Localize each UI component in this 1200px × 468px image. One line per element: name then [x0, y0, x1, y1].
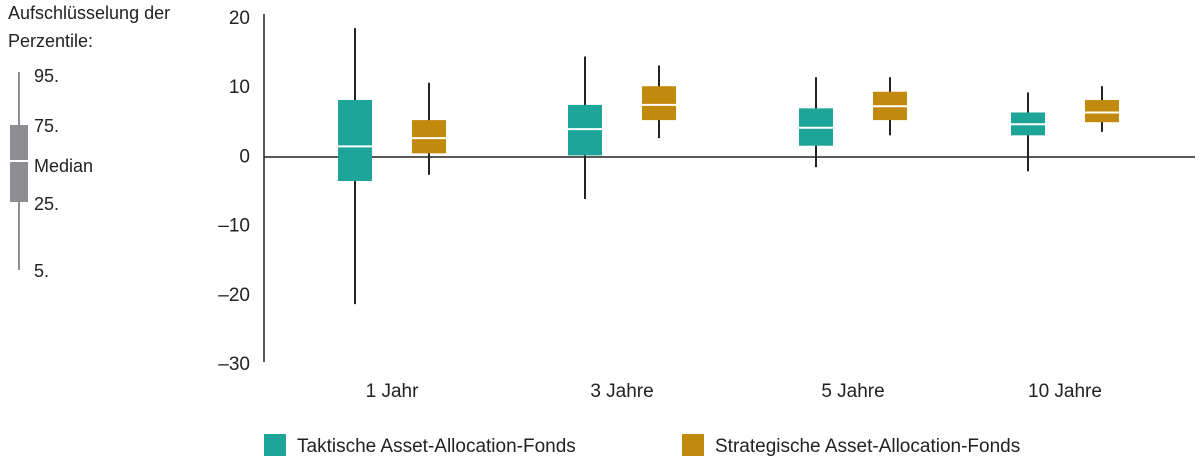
- percentile-key-label-25: 25.: [34, 194, 59, 214]
- y-tick-label: 20: [229, 8, 250, 29]
- percentile-key: Aufschlüsselung der Perzentile: 95. 75. …: [8, 3, 170, 281]
- x-tick-labels: 1 Jahr 3 Jahre 5 Jahre 10 Jahre: [366, 381, 1102, 402]
- legend-swatch-taktische: [264, 434, 286, 456]
- legend-label-taktische: Taktische Asset-Allocation-Fonds: [297, 436, 576, 457]
- percentile-key-title-line1: Aufschlüsselung der: [8, 3, 170, 23]
- x-tick-label: 3 Jahre: [590, 381, 653, 402]
- y-tick-label: –20: [218, 285, 250, 306]
- series-taktische: [338, 28, 1045, 305]
- percentile-key-label-95: 95.: [34, 66, 59, 86]
- box-taktische-2: [799, 77, 833, 168]
- percentile-key-title-line2: Perzentile:: [8, 31, 93, 51]
- percentile-key-label-median: Median: [34, 156, 93, 176]
- box-iqr: [568, 104, 602, 156]
- box-iqr: [412, 120, 446, 154]
- box-taktische-3: [1011, 92, 1045, 172]
- y-tick-labels: 20 10 0 –10 –20 –30: [218, 8, 250, 375]
- box-taktische-1: [568, 56, 602, 199]
- box-strategische-2: [873, 77, 907, 136]
- percentile-key-box: [10, 125, 28, 202]
- legend-swatch-strategische: [682, 434, 704, 456]
- y-tick-label: 0: [239, 146, 250, 167]
- x-tick-label: 10 Jahre: [1028, 381, 1102, 402]
- box-strategische-3: [1085, 86, 1119, 132]
- percentile-key-label-5: 5.: [34, 261, 49, 281]
- y-tick-label: –10: [218, 216, 250, 237]
- box-iqr: [338, 100, 372, 182]
- y-tick-label: 10: [229, 77, 250, 98]
- legend: Taktische Asset-Allocation-Fonds Strateg…: [264, 434, 1020, 457]
- x-tick-label: 1 Jahr: [366, 381, 419, 402]
- x-tick-label: 5 Jahre: [821, 381, 884, 402]
- legend-label-strategische: Strategische Asset-Allocation-Fonds: [715, 436, 1020, 457]
- box-iqr: [1085, 100, 1119, 123]
- percentile-key-label-75: 75.: [34, 116, 59, 136]
- y-tick-label: –30: [218, 354, 250, 375]
- box-series: [338, 28, 1119, 305]
- box-strategische-1: [642, 65, 676, 139]
- series-strategische: [412, 65, 1119, 175]
- box-strategische-0: [412, 82, 446, 175]
- box-taktische-0: [338, 28, 372, 305]
- box-iqr: [642, 86, 676, 121]
